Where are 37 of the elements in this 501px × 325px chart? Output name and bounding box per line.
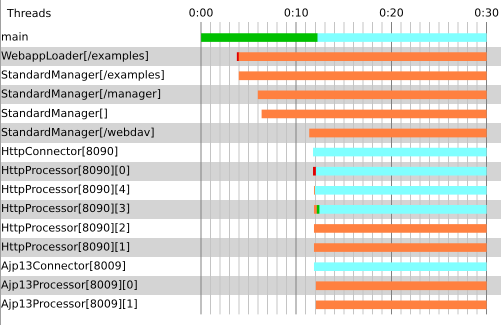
- y-tick-label: HttpProcessor[8090][4]: [1, 183, 130, 196]
- y-tick-label: main: [1, 30, 29, 44]
- bar: [314, 243, 487, 252]
- bar: [309, 128, 487, 138]
- bar: [316, 281, 487, 290]
- y-tick-label: StandardManager[/webdav]: [1, 126, 155, 139]
- x-tick-label: 0:00: [188, 6, 214, 20]
- bar: [316, 166, 487, 176]
- x-tick-label: 0:30: [474, 6, 499, 20]
- bar: [316, 33, 487, 42]
- y-tick-label: HttpProcessor[8090][2]: [1, 221, 130, 234]
- y-tick-label: HttpProcessor[8090][3]: [1, 202, 130, 216]
- y-tick-label: StandardManager[]: [1, 106, 108, 120]
- bar: [314, 262, 487, 271]
- x-tick-label: 0:10: [284, 6, 309, 20]
- bar: [318, 205, 487, 214]
- y-tick-label: HttpProcessor[8090][1]: [1, 240, 130, 254]
- bar: [262, 110, 487, 118]
- bar: [314, 224, 487, 233]
- x-tick-label: 0:20: [379, 6, 404, 20]
- y-tick-label: Ajp13Processor[8009][0]: [1, 278, 138, 292]
- y-tick-label: HttpProcessor[8090][0]: [1, 164, 130, 178]
- y-tick-label: WebappLoader[/examples]: [1, 50, 149, 62]
- bar: [316, 205, 320, 214]
- y-tick-label: StandardManager[/manager]: [1, 88, 161, 101]
- y-tick-label: StandardManager[/examples]: [1, 68, 165, 82]
- bar: [201, 33, 318, 42]
- y-axis-title: Threads: [7, 7, 52, 20]
- y-tick-label: Ajp13Processor[8009][1]: [1, 298, 138, 311]
- bar: [238, 52, 487, 61]
- bar: [316, 300, 487, 310]
- bar: [238, 71, 487, 80]
- bar: [313, 148, 487, 156]
- y-tick-label: HttpConnector[8090]: [1, 144, 118, 158]
- bar: [258, 90, 487, 100]
- y-tick-label: Ajp13Connector[8009]: [1, 260, 126, 273]
- bar: [314, 186, 487, 195]
